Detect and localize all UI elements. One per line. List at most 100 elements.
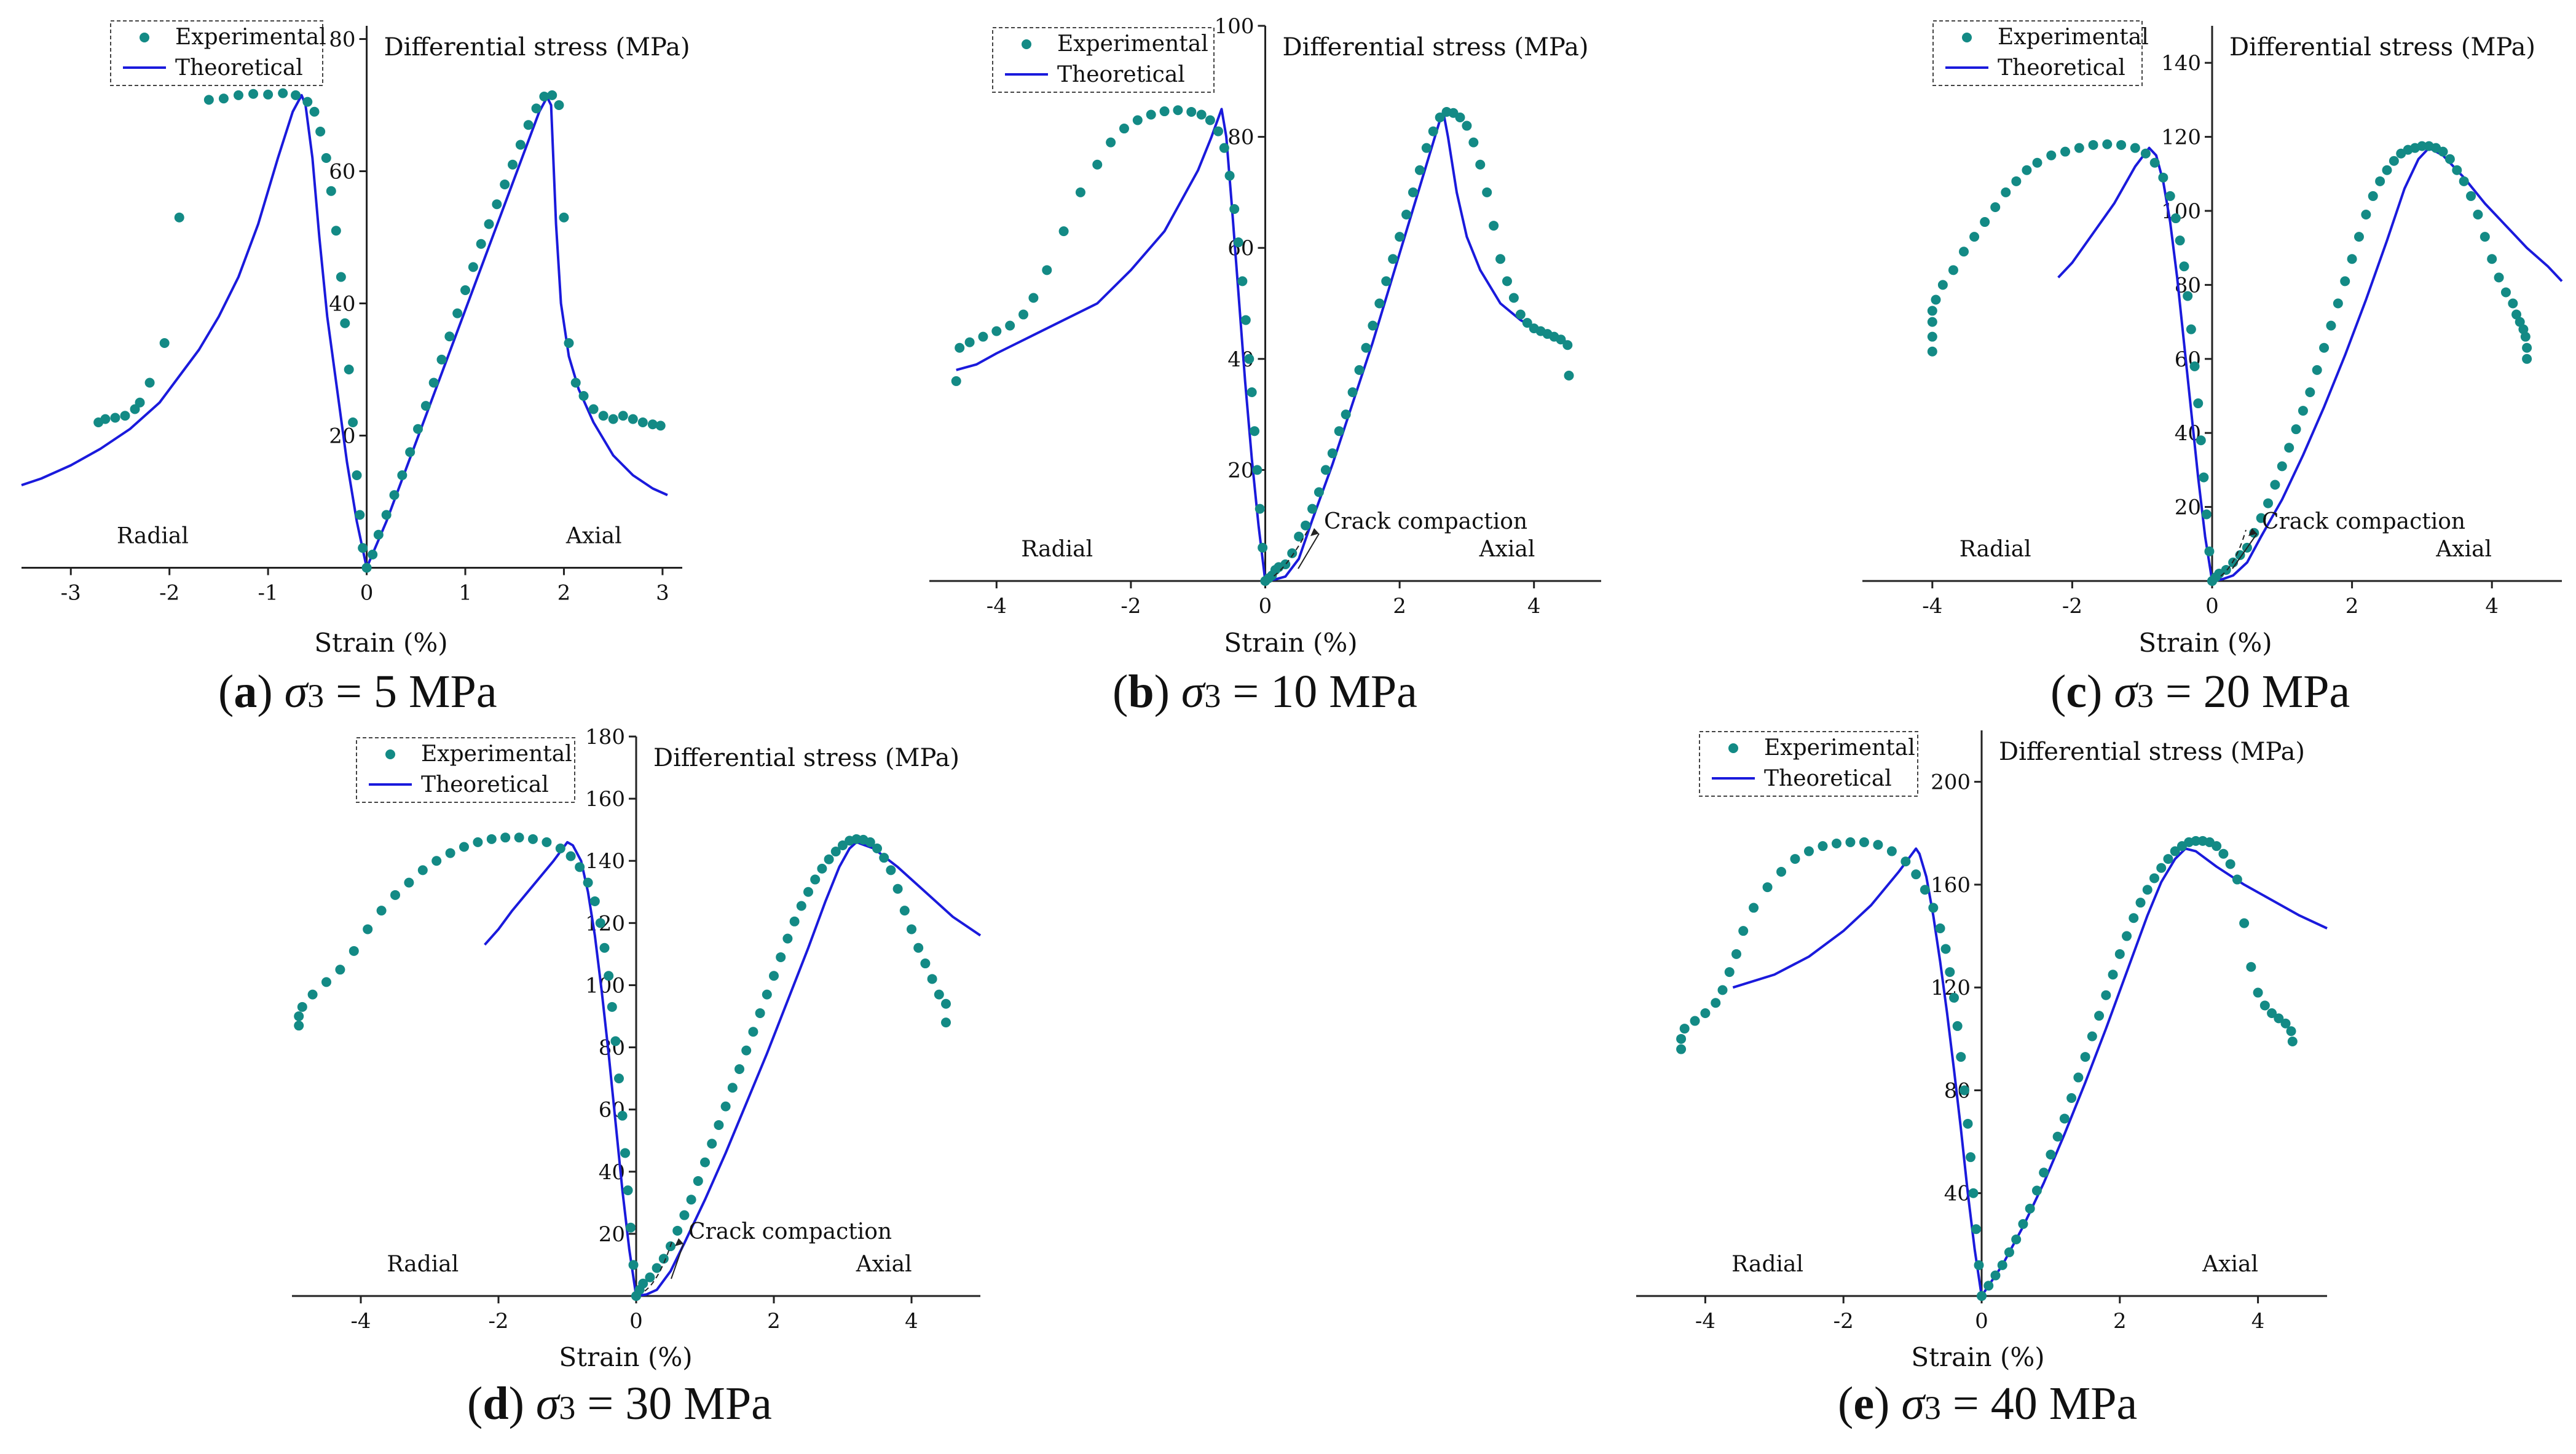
experimental-axial-point [686, 1195, 696, 1205]
experimental-radial-point [2158, 172, 2168, 183]
radial-label: Radial [1960, 537, 2031, 562]
experimental-axial-point [420, 401, 431, 411]
experimental-radial-point [2189, 361, 2200, 371]
experimental-radial-point [2170, 213, 2181, 224]
experimental-radial-point [1690, 1016, 1700, 1026]
legend-experimental-marker [1728, 743, 1738, 753]
experimental-radial-point [565, 851, 576, 861]
x-tick-label: 4 [2251, 1309, 2265, 1333]
experimental-radial-point [1945, 967, 1955, 978]
experimental-radial-point [352, 470, 362, 480]
experimental-axial-point [2122, 931, 2132, 941]
experimental-axial-point [2444, 154, 2455, 164]
experimental-radial-point [583, 877, 593, 888]
y-axis-title: Differential stress (MPa) [1999, 738, 2305, 766]
experimental-axial-point [2286, 1026, 2296, 1037]
experimental-radial-point [1233, 237, 1243, 248]
caption-part: 3 [1924, 1389, 1941, 1426]
experimental-radial-point [1075, 187, 1085, 197]
caption-part: σ [1181, 666, 1206, 717]
experimental-axial-point [1435, 112, 1445, 122]
experimental-axial-point [2025, 1203, 2035, 1214]
experimental-axial-point [539, 92, 549, 102]
experimental-radial-point [1219, 143, 1229, 153]
experimental-axial-point [1334, 426, 1344, 437]
y-tick-label: 80 [329, 28, 355, 52]
caption-part: 3 [2137, 678, 2154, 714]
legend-theoretical-label: Theoretical [175, 55, 303, 81]
experimental-axial-point [741, 1045, 752, 1056]
experimental-radial-point [1948, 265, 1958, 275]
experimental-radial-point [514, 832, 524, 843]
experimental-radial-point [2088, 140, 2098, 150]
experimental-radial-point [363, 924, 373, 934]
experimental-radial-point [1005, 320, 1015, 331]
experimental-axial-point [628, 414, 638, 424]
experimental-axial-point [2259, 1000, 2270, 1011]
experimental-radial-point [991, 326, 1002, 336]
y-tick-label: 160 [585, 787, 625, 812]
legend-box [356, 737, 575, 803]
experimental-radial-point [1205, 115, 1215, 125]
experimental-radial-point [1762, 882, 1773, 893]
experimental-radial-point [1845, 837, 1856, 847]
experimental-radial-point [1900, 856, 1911, 867]
crack-compaction-arrowhead [675, 1238, 683, 1246]
experimental-axial-point [2031, 1185, 2042, 1196]
crack-compaction-arrow [671, 1243, 684, 1279]
experimental-radial-point [1940, 944, 1951, 954]
experimental-radial-point [233, 90, 243, 100]
experimental-axial-point [934, 989, 944, 1000]
experimental-radial-point [500, 832, 511, 843]
experimental-axial-point [1562, 340, 1573, 350]
experimental-radial-point [1927, 317, 1937, 327]
crack-compaction-label: Crack compaction [2262, 509, 2465, 534]
experimental-axial-point [2066, 1093, 2077, 1103]
crack-compaction-guide [2220, 529, 2247, 577]
x-axis-title: Strain (%) [559, 1342, 692, 1372]
experimental-radial-point [2001, 187, 2011, 197]
experimental-radial-point [1928, 903, 1939, 913]
experimental-radial-point [355, 510, 365, 520]
experimental-radial-point [1213, 126, 1223, 136]
caption-part: ( [1838, 1378, 1853, 1429]
caption-part: = 10 MPa [1221, 666, 1417, 717]
experimental-axial-point [693, 1175, 703, 1186]
x-tick-label: -1 [258, 581, 278, 606]
legend-experimental-marker [385, 749, 395, 759]
experimental-axial-point [452, 308, 463, 318]
experimental-radial-point [2149, 157, 2160, 168]
experimental-axial-point [559, 212, 569, 223]
x-tick-label: 0 [2205, 594, 2219, 618]
x-tick-label: -2 [488, 1309, 508, 1333]
experimental-axial-point [570, 377, 581, 388]
experimental-radial-point [1731, 949, 1741, 959]
experimental-axial-point [2170, 846, 2180, 856]
experimental-radial-point [1676, 1033, 1687, 1044]
x-tick-label: 0 [1259, 594, 1272, 618]
experimental-radial-point [2060, 146, 2071, 157]
experimental-axial-point [1495, 254, 1506, 264]
experimental-radial-point [1679, 1024, 1690, 1034]
theoretical-axial-curve [636, 840, 982, 1297]
experimental-axial-point [2298, 406, 2308, 416]
experimental-radial-point [575, 862, 585, 872]
experimental-axial-point [1341, 409, 1351, 420]
experimental-axial-point [2059, 1113, 2070, 1124]
axial-label: Axial [856, 1252, 912, 1277]
experimental-axial-point [2452, 165, 2462, 175]
x-tick-label: 4 [2485, 594, 2499, 618]
experimental-radial-point [1700, 1008, 1711, 1018]
caption-part: ) [257, 666, 284, 717]
theoretical-axial-curve [1265, 110, 1569, 582]
experimental-radial-point [1790, 854, 1800, 864]
legend-experimental-marker [140, 33, 149, 42]
caption-part: c [2066, 666, 2087, 717]
experimental-radial-point [1911, 869, 1921, 880]
experimental-radial-point [473, 837, 483, 847]
caption-part: ( [218, 666, 234, 717]
experimental-axial-point [2382, 165, 2392, 175]
experimental-axial-point [700, 1157, 710, 1168]
experimental-radial-point [110, 413, 120, 423]
